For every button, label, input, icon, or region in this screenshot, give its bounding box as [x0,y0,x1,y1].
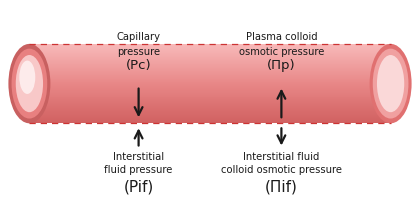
Bar [29,59,391,60]
Ellipse shape [19,61,35,94]
Bar [29,56,391,57]
Text: Capillary: Capillary [117,32,160,42]
Bar [29,63,391,64]
Text: (Pif): (Pif) [123,180,154,195]
Bar [29,48,391,49]
Text: (Πp): (Πp) [267,59,296,72]
Bar [29,46,391,47]
Bar [29,86,391,87]
Bar [29,118,391,119]
Bar [29,121,391,122]
Bar [29,105,391,106]
Bar [29,89,391,90]
Bar [29,66,391,67]
Text: osmotic pressure: osmotic pressure [239,47,324,57]
Bar [29,112,391,113]
Bar [29,71,391,72]
Bar [29,55,391,56]
Bar [29,45,391,46]
Bar [29,73,391,74]
Bar [29,88,391,89]
Bar [29,115,391,116]
Bar [29,113,391,114]
Ellipse shape [377,55,404,112]
Ellipse shape [370,44,412,123]
Bar [29,90,391,92]
Ellipse shape [16,55,43,112]
Bar [29,120,391,121]
Bar [29,93,391,94]
Bar [29,119,391,120]
Bar [29,51,391,52]
Bar [29,106,391,107]
Bar [29,68,391,69]
Bar [29,67,391,68]
Ellipse shape [8,44,50,123]
Bar [29,94,391,96]
Bar [29,77,391,78]
Bar [29,102,391,103]
Bar [29,117,391,118]
Bar [29,110,391,111]
Text: Interstitial: Interstitial [113,152,164,162]
Bar [29,70,391,71]
Bar [29,81,391,82]
Bar [29,62,391,63]
Text: pressure: pressure [117,47,160,57]
Bar [29,116,391,117]
Bar [29,57,391,58]
Bar [29,65,391,66]
Bar [29,44,391,45]
Bar [29,114,391,115]
Bar [29,52,391,53]
Bar [29,85,391,86]
Bar [29,78,391,79]
Bar [29,98,391,99]
Bar [29,97,391,98]
Ellipse shape [373,49,409,119]
Text: colloid osmotic pressure: colloid osmotic pressure [221,165,342,175]
Bar [29,79,391,80]
Bar [29,82,391,83]
Bar [29,87,391,88]
Bar [29,74,391,75]
Ellipse shape [12,49,47,119]
Bar [29,69,391,70]
Bar [29,122,391,123]
Text: Interstitial fluid: Interstitial fluid [243,152,320,162]
Bar [29,75,391,76]
Bar [29,53,391,54]
Bar [29,61,391,62]
Text: (Πif): (Πif) [265,180,298,195]
Bar [29,64,391,65]
Bar [29,80,391,81]
Bar [29,103,391,104]
Bar [29,111,391,112]
Bar [29,72,391,73]
Text: fluid pressure: fluid pressure [105,165,173,175]
Bar [29,58,391,59]
Bar [29,108,391,110]
Text: Plasma colloid: Plasma colloid [246,32,317,42]
Bar [29,92,391,93]
Bar [29,47,391,48]
Bar [29,84,391,85]
Bar [29,49,391,50]
Bar [29,99,391,101]
Bar [29,96,391,97]
Text: (Pc): (Pc) [126,59,152,72]
Bar [29,101,391,102]
Bar [29,54,391,55]
Bar [29,104,391,106]
Bar [29,76,391,77]
Bar [29,50,391,51]
Bar [29,60,391,61]
Bar [29,83,391,84]
Bar [29,107,391,108]
